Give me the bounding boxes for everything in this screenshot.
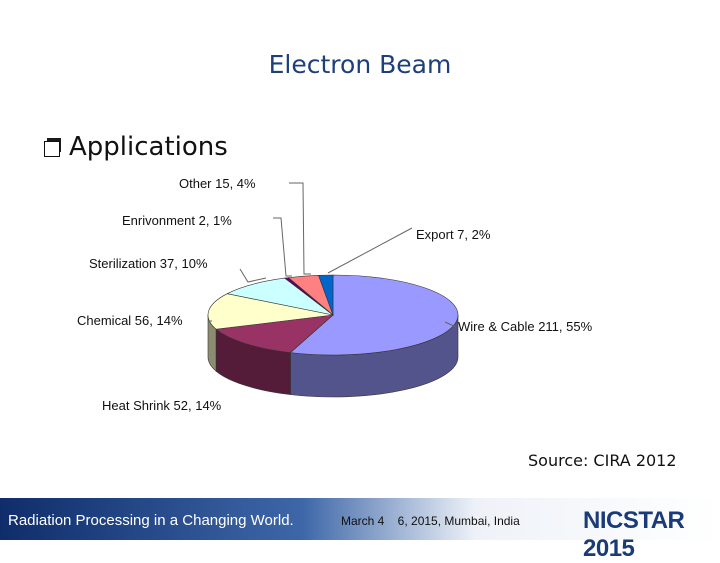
bullet-text: Applications (69, 132, 228, 162)
data-label-sterilization: Sterilization 37, 10% (89, 256, 208, 271)
pie-slice-chemical (207, 293, 334, 330)
footer-tagline: Radiation Processing in a Changing World… (8, 512, 294, 529)
leader-line-other (289, 182, 311, 275)
leader-line-enrivonment (273, 217, 292, 277)
data-label-heat-shrink: Heat Shrink 52, 14% (102, 398, 222, 413)
data-label-wire-cable: Wire & Cable 211, 55% (458, 319, 593, 334)
footer-date: March 4 6, 2015, Mumbai, India (341, 514, 520, 528)
checkbox-bullet-icon (44, 137, 63, 157)
bullet-item: Applications (44, 130, 228, 164)
pie-slice-wire-cable (289, 274, 459, 356)
pie-slice-sterilization (226, 277, 334, 316)
leader-line-wire-cable (444, 321, 457, 328)
source-note: Source: CIRA 2012 (528, 451, 677, 470)
data-label-chemical: Chemical 56, 14% (77, 313, 183, 328)
slide: Electron Beam Applications Wire & Cable … (0, 50, 720, 562)
pie-labels: Wire & Cable 211, 55% Heat Shrink 52, 14%… (77, 176, 593, 413)
footer-bar (0, 498, 720, 540)
pie-chart: Wire & Cable 211, 55% Heat Shrink 52, 14%… (77, 176, 593, 413)
pie-slice-heat-shrink (215, 314, 334, 353)
leader-line-export (327, 227, 413, 274)
data-label-other: Other 15, 4% (179, 176, 256, 191)
data-label-enrivonment: Enrivonment 2, 1% (122, 213, 232, 228)
footer-logo: NICSTAR 2015 (583, 507, 685, 562)
data-label-export: Export 7, 2% (416, 227, 491, 242)
pie-sides (207, 314, 459, 398)
leader-line-sterilization (239, 268, 267, 283)
pie-leaders (208, 182, 457, 328)
pie-slice-export (318, 274, 334, 316)
pie-top (207, 274, 459, 356)
slide-title: Electron Beam (268, 50, 452, 79)
